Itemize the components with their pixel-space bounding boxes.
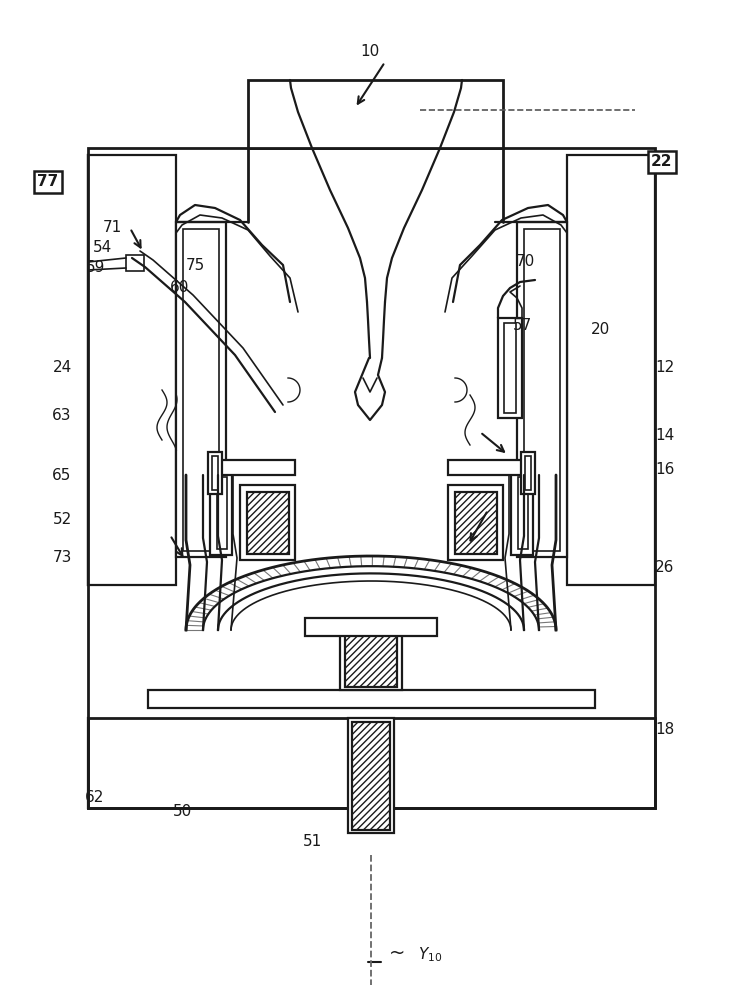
Text: 24: 24 xyxy=(53,360,72,375)
Text: 73: 73 xyxy=(53,550,72,566)
Text: 71: 71 xyxy=(102,221,122,235)
Bar xyxy=(517,222,567,557)
Bar xyxy=(248,80,503,148)
Bar xyxy=(183,229,219,551)
Bar xyxy=(88,148,655,808)
Text: 10: 10 xyxy=(361,44,380,60)
Text: 52: 52 xyxy=(53,512,72,528)
Bar xyxy=(504,323,516,413)
Text: 50: 50 xyxy=(172,804,191,820)
Bar xyxy=(88,155,176,585)
Text: 65: 65 xyxy=(53,468,72,483)
Text: 51: 51 xyxy=(303,834,321,850)
Bar xyxy=(208,452,222,494)
Bar xyxy=(305,618,437,636)
Text: 75: 75 xyxy=(186,257,205,272)
Text: 22: 22 xyxy=(651,154,673,169)
Bar xyxy=(126,255,144,271)
Bar xyxy=(88,155,176,585)
Text: 20: 20 xyxy=(591,322,610,338)
Text: 14: 14 xyxy=(655,428,674,442)
Text: 57: 57 xyxy=(513,318,531,332)
Bar xyxy=(511,470,533,555)
Text: 12: 12 xyxy=(655,360,674,375)
Bar xyxy=(498,318,522,418)
Bar xyxy=(210,470,232,555)
Bar xyxy=(525,456,531,490)
Text: 77: 77 xyxy=(37,174,59,190)
Bar xyxy=(521,452,535,494)
Bar xyxy=(455,492,497,554)
Text: 63: 63 xyxy=(52,408,72,422)
Text: 16: 16 xyxy=(655,462,674,478)
Text: 18: 18 xyxy=(655,722,674,738)
Bar xyxy=(148,690,595,708)
Bar xyxy=(352,722,390,830)
Text: 54: 54 xyxy=(93,240,113,255)
Bar xyxy=(88,718,655,808)
Text: 59: 59 xyxy=(86,260,105,275)
Bar xyxy=(212,456,218,490)
Text: $Y_{10}$: $Y_{10}$ xyxy=(418,946,442,964)
Text: 70: 70 xyxy=(516,254,535,269)
Bar xyxy=(217,477,227,549)
Bar xyxy=(340,630,402,690)
Bar xyxy=(345,635,397,687)
Bar xyxy=(524,229,560,551)
Bar xyxy=(176,222,226,557)
Bar xyxy=(567,155,655,585)
Bar xyxy=(518,477,528,549)
Bar xyxy=(348,718,394,833)
Bar xyxy=(247,492,289,554)
Bar xyxy=(88,718,655,808)
Text: 60: 60 xyxy=(171,280,190,296)
Bar xyxy=(448,485,503,560)
Text: 62: 62 xyxy=(85,790,105,806)
Bar xyxy=(448,460,533,475)
Bar xyxy=(567,155,655,585)
Bar xyxy=(210,460,295,475)
Text: ~: ~ xyxy=(389,944,405,962)
Bar xyxy=(240,485,295,560)
Text: 26: 26 xyxy=(655,560,674,576)
